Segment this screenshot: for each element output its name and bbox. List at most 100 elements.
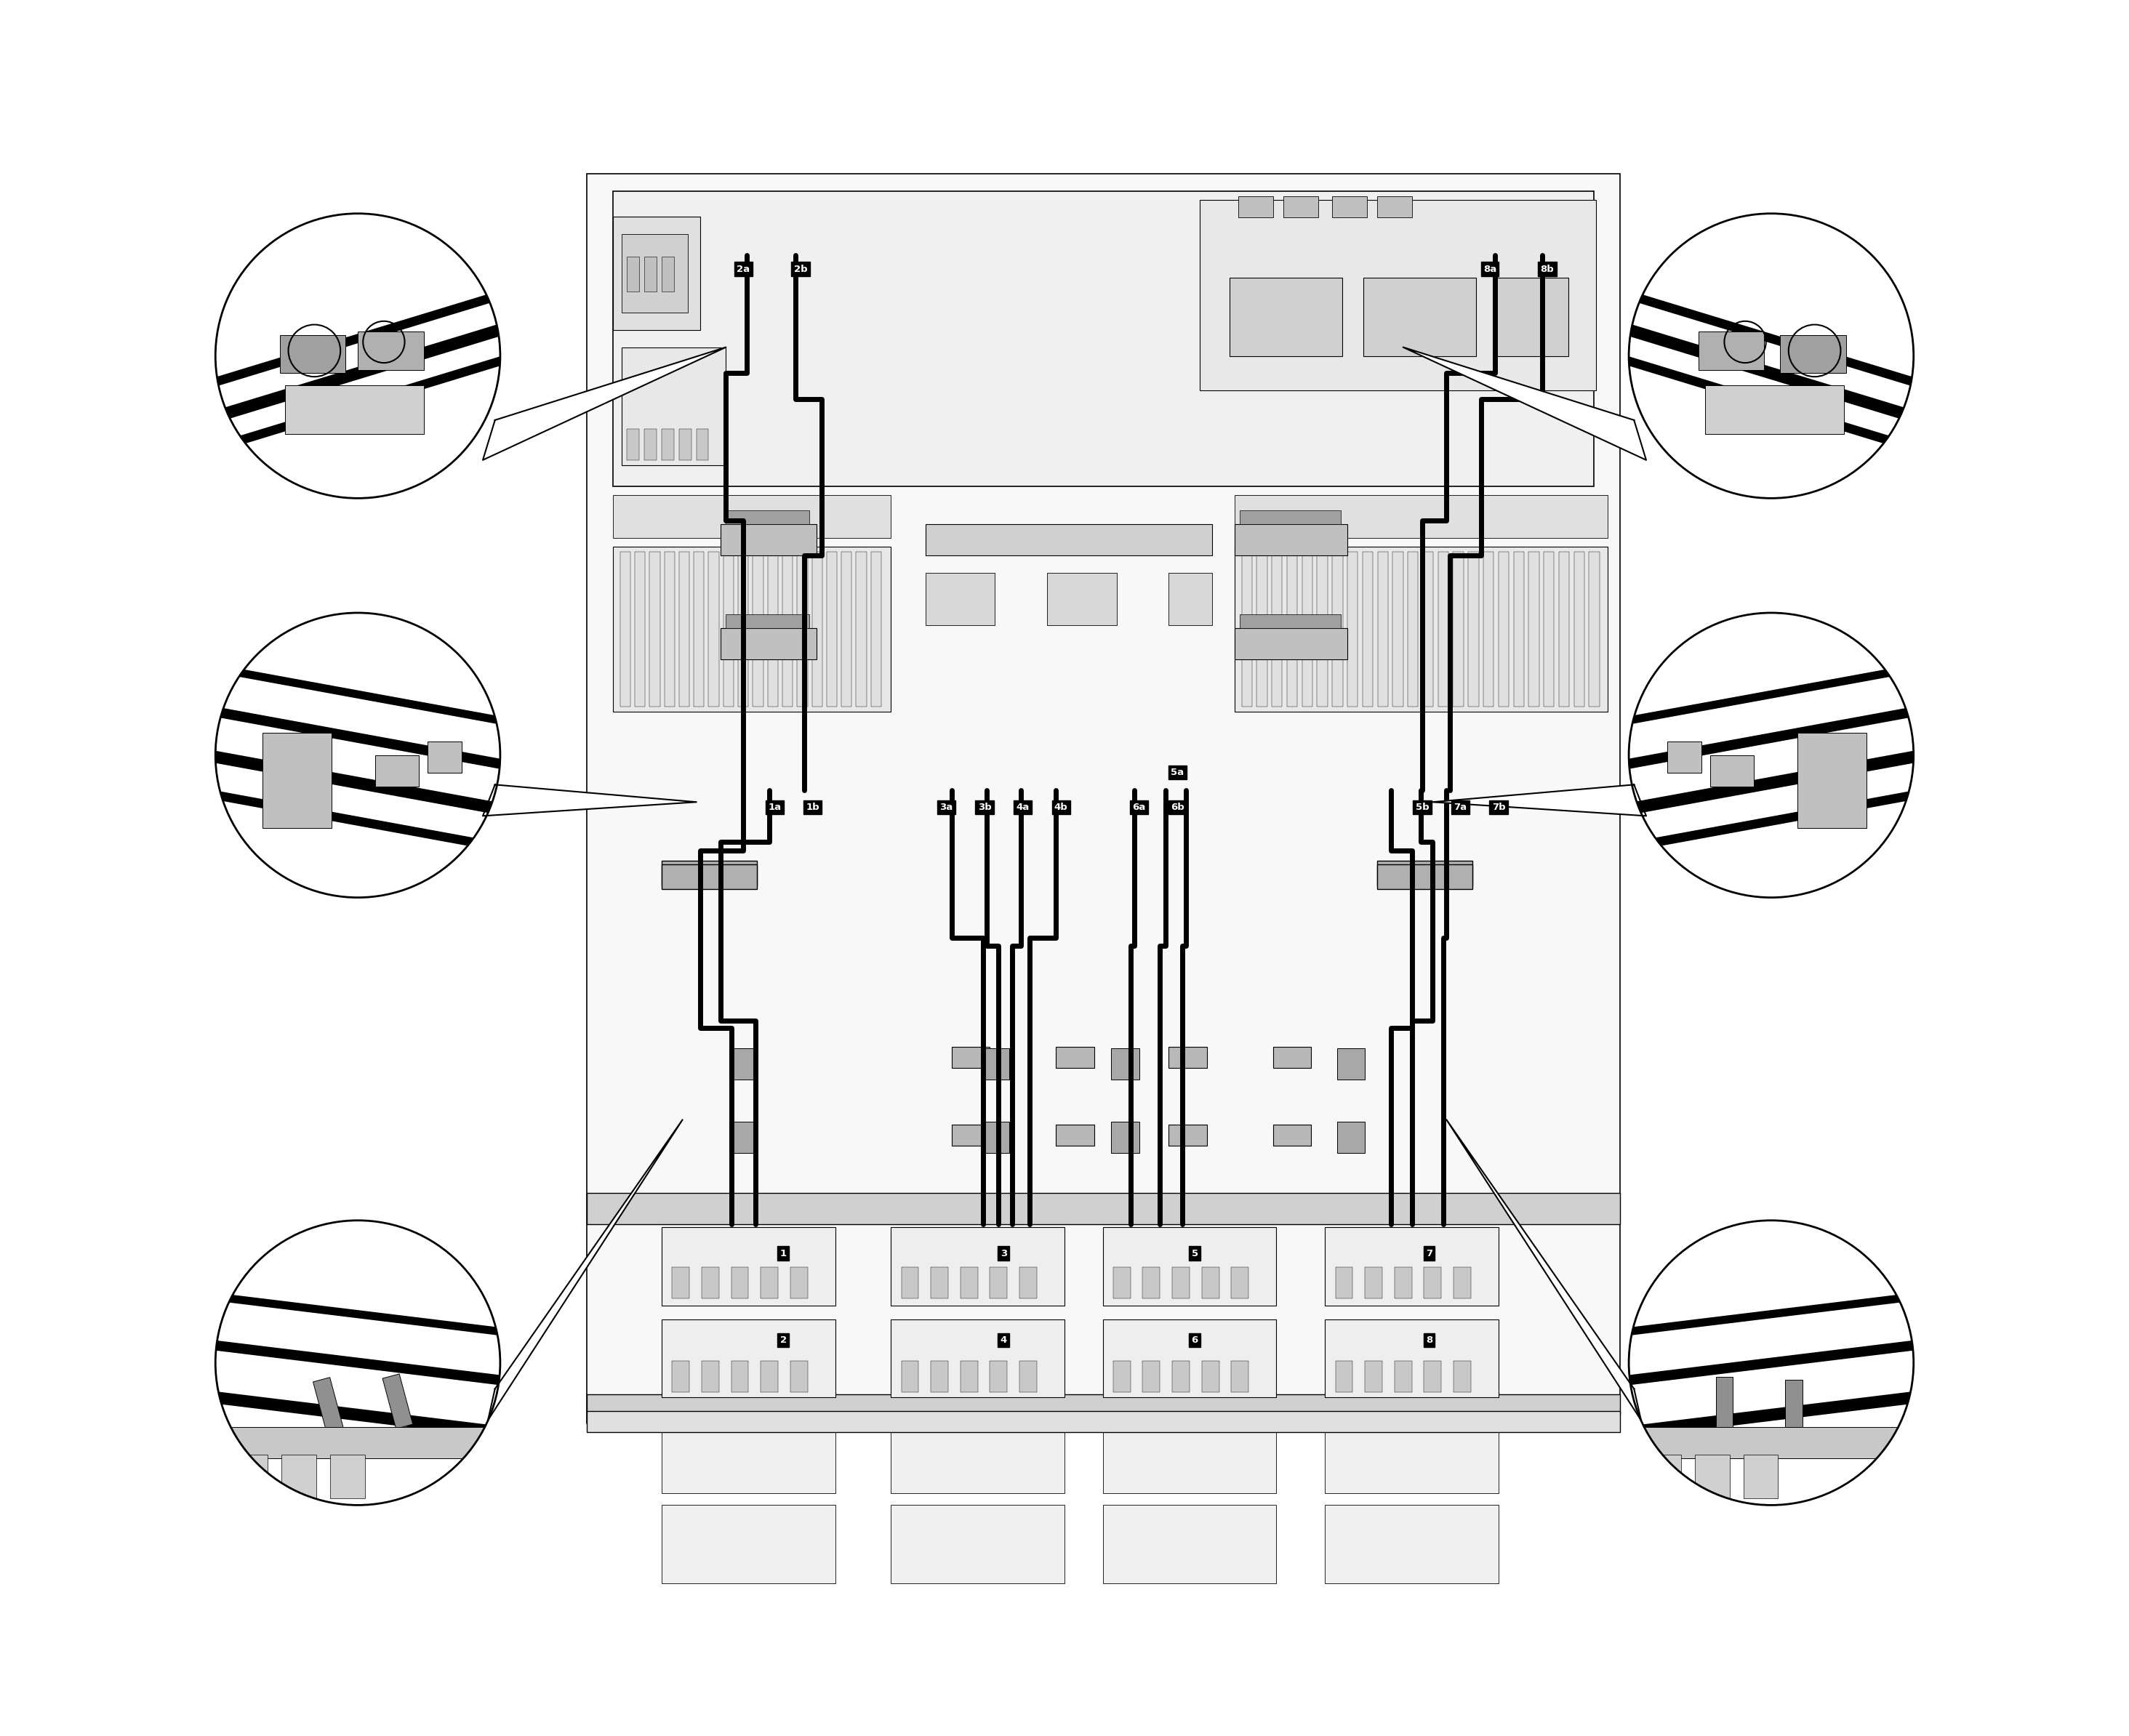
Bar [1231, 1267, 1248, 1299]
Bar [1422, 552, 1433, 707]
Bar [662, 1319, 835, 1397]
Bar [1495, 278, 1569, 356]
Bar [662, 861, 758, 885]
Bar [1780, 335, 1846, 373]
Text: 4a: 4a [1016, 802, 1030, 812]
Bar [1271, 552, 1282, 707]
Bar [1169, 1125, 1207, 1146]
Bar [1544, 552, 1554, 707]
Polygon shape [1433, 785, 1646, 816]
Bar [841, 552, 852, 707]
Bar [754, 552, 762, 707]
Bar [1231, 1361, 1248, 1392]
Bar [1284, 196, 1318, 217]
Bar [890, 1227, 1064, 1305]
Bar [726, 510, 809, 524]
Polygon shape [1446, 1120, 1641, 1420]
Bar [1424, 1361, 1441, 1392]
Bar [620, 552, 630, 707]
Text: 3b: 3b [977, 802, 992, 812]
Bar [981, 1121, 1009, 1153]
Bar [826, 552, 837, 707]
Bar [281, 1455, 315, 1498]
Bar [901, 1361, 918, 1392]
Bar [1103, 1319, 1277, 1397]
Bar [1377, 196, 1412, 217]
Bar [588, 1193, 1620, 1224]
Bar [1235, 628, 1348, 660]
Bar [358, 332, 424, 370]
Bar [926, 524, 1211, 556]
Text: 5a: 5a [1171, 767, 1184, 778]
Text: 7: 7 [1426, 1248, 1433, 1259]
Text: 7a: 7a [1454, 802, 1467, 812]
Bar [1699, 332, 1765, 370]
Bar [1363, 278, 1475, 356]
Bar [930, 1267, 947, 1299]
Bar [1716, 1377, 1733, 1429]
Bar [1705, 385, 1844, 434]
Bar [730, 1361, 749, 1392]
Bar [1365, 1361, 1382, 1392]
Circle shape [1629, 613, 1914, 898]
Text: 4: 4 [1001, 1335, 1007, 1345]
Bar [1424, 1267, 1441, 1299]
Polygon shape [483, 347, 726, 460]
Bar [673, 1267, 690, 1299]
Bar [1169, 1047, 1207, 1068]
Bar [1377, 552, 1388, 707]
Bar [726, 615, 809, 628]
Bar [1797, 733, 1867, 828]
Bar [760, 1361, 777, 1392]
Bar [990, 1267, 1007, 1299]
Bar [1324, 1319, 1499, 1397]
Bar [1392, 552, 1403, 707]
Bar [613, 547, 890, 712]
Bar [613, 217, 700, 330]
Text: 1a: 1a [769, 802, 781, 812]
Bar [1744, 1455, 1778, 1498]
Bar [1514, 552, 1524, 707]
Bar [1201, 200, 1597, 391]
Bar [1454, 1361, 1471, 1392]
Circle shape [215, 613, 500, 898]
Polygon shape [488, 1120, 683, 1420]
Bar [1454, 552, 1463, 707]
Bar [1784, 1380, 1803, 1432]
Bar [645, 429, 656, 460]
Bar [1235, 547, 1607, 712]
Bar [730, 1049, 758, 1080]
Bar [1273, 1125, 1311, 1146]
Bar [1394, 1267, 1412, 1299]
Bar [1363, 552, 1373, 707]
Bar [1201, 1267, 1220, 1299]
Bar [613, 191, 1595, 486]
Bar [215, 1427, 500, 1458]
Bar [790, 1361, 807, 1392]
Bar [1348, 552, 1358, 707]
Text: 3: 3 [1001, 1248, 1007, 1259]
Bar [730, 1267, 749, 1299]
Bar [375, 755, 419, 786]
Bar [279, 335, 345, 373]
Bar [1239, 510, 1341, 524]
Bar [622, 347, 726, 465]
Bar [722, 524, 815, 556]
Bar [1111, 1049, 1139, 1080]
Bar [649, 552, 660, 707]
Bar [871, 552, 881, 707]
Bar [1335, 1361, 1352, 1392]
Bar [890, 1505, 1064, 1583]
Bar [952, 1047, 990, 1068]
Bar [1056, 1125, 1094, 1146]
Bar [622, 234, 688, 312]
Text: 8b: 8b [1541, 264, 1554, 274]
Bar [990, 1361, 1007, 1392]
Bar [1056, 1047, 1094, 1068]
Bar [1333, 552, 1343, 707]
Bar [1646, 1455, 1682, 1498]
Bar [679, 552, 690, 707]
Bar [1239, 615, 1341, 628]
Bar [890, 1415, 1064, 1493]
Bar [1173, 1361, 1190, 1392]
